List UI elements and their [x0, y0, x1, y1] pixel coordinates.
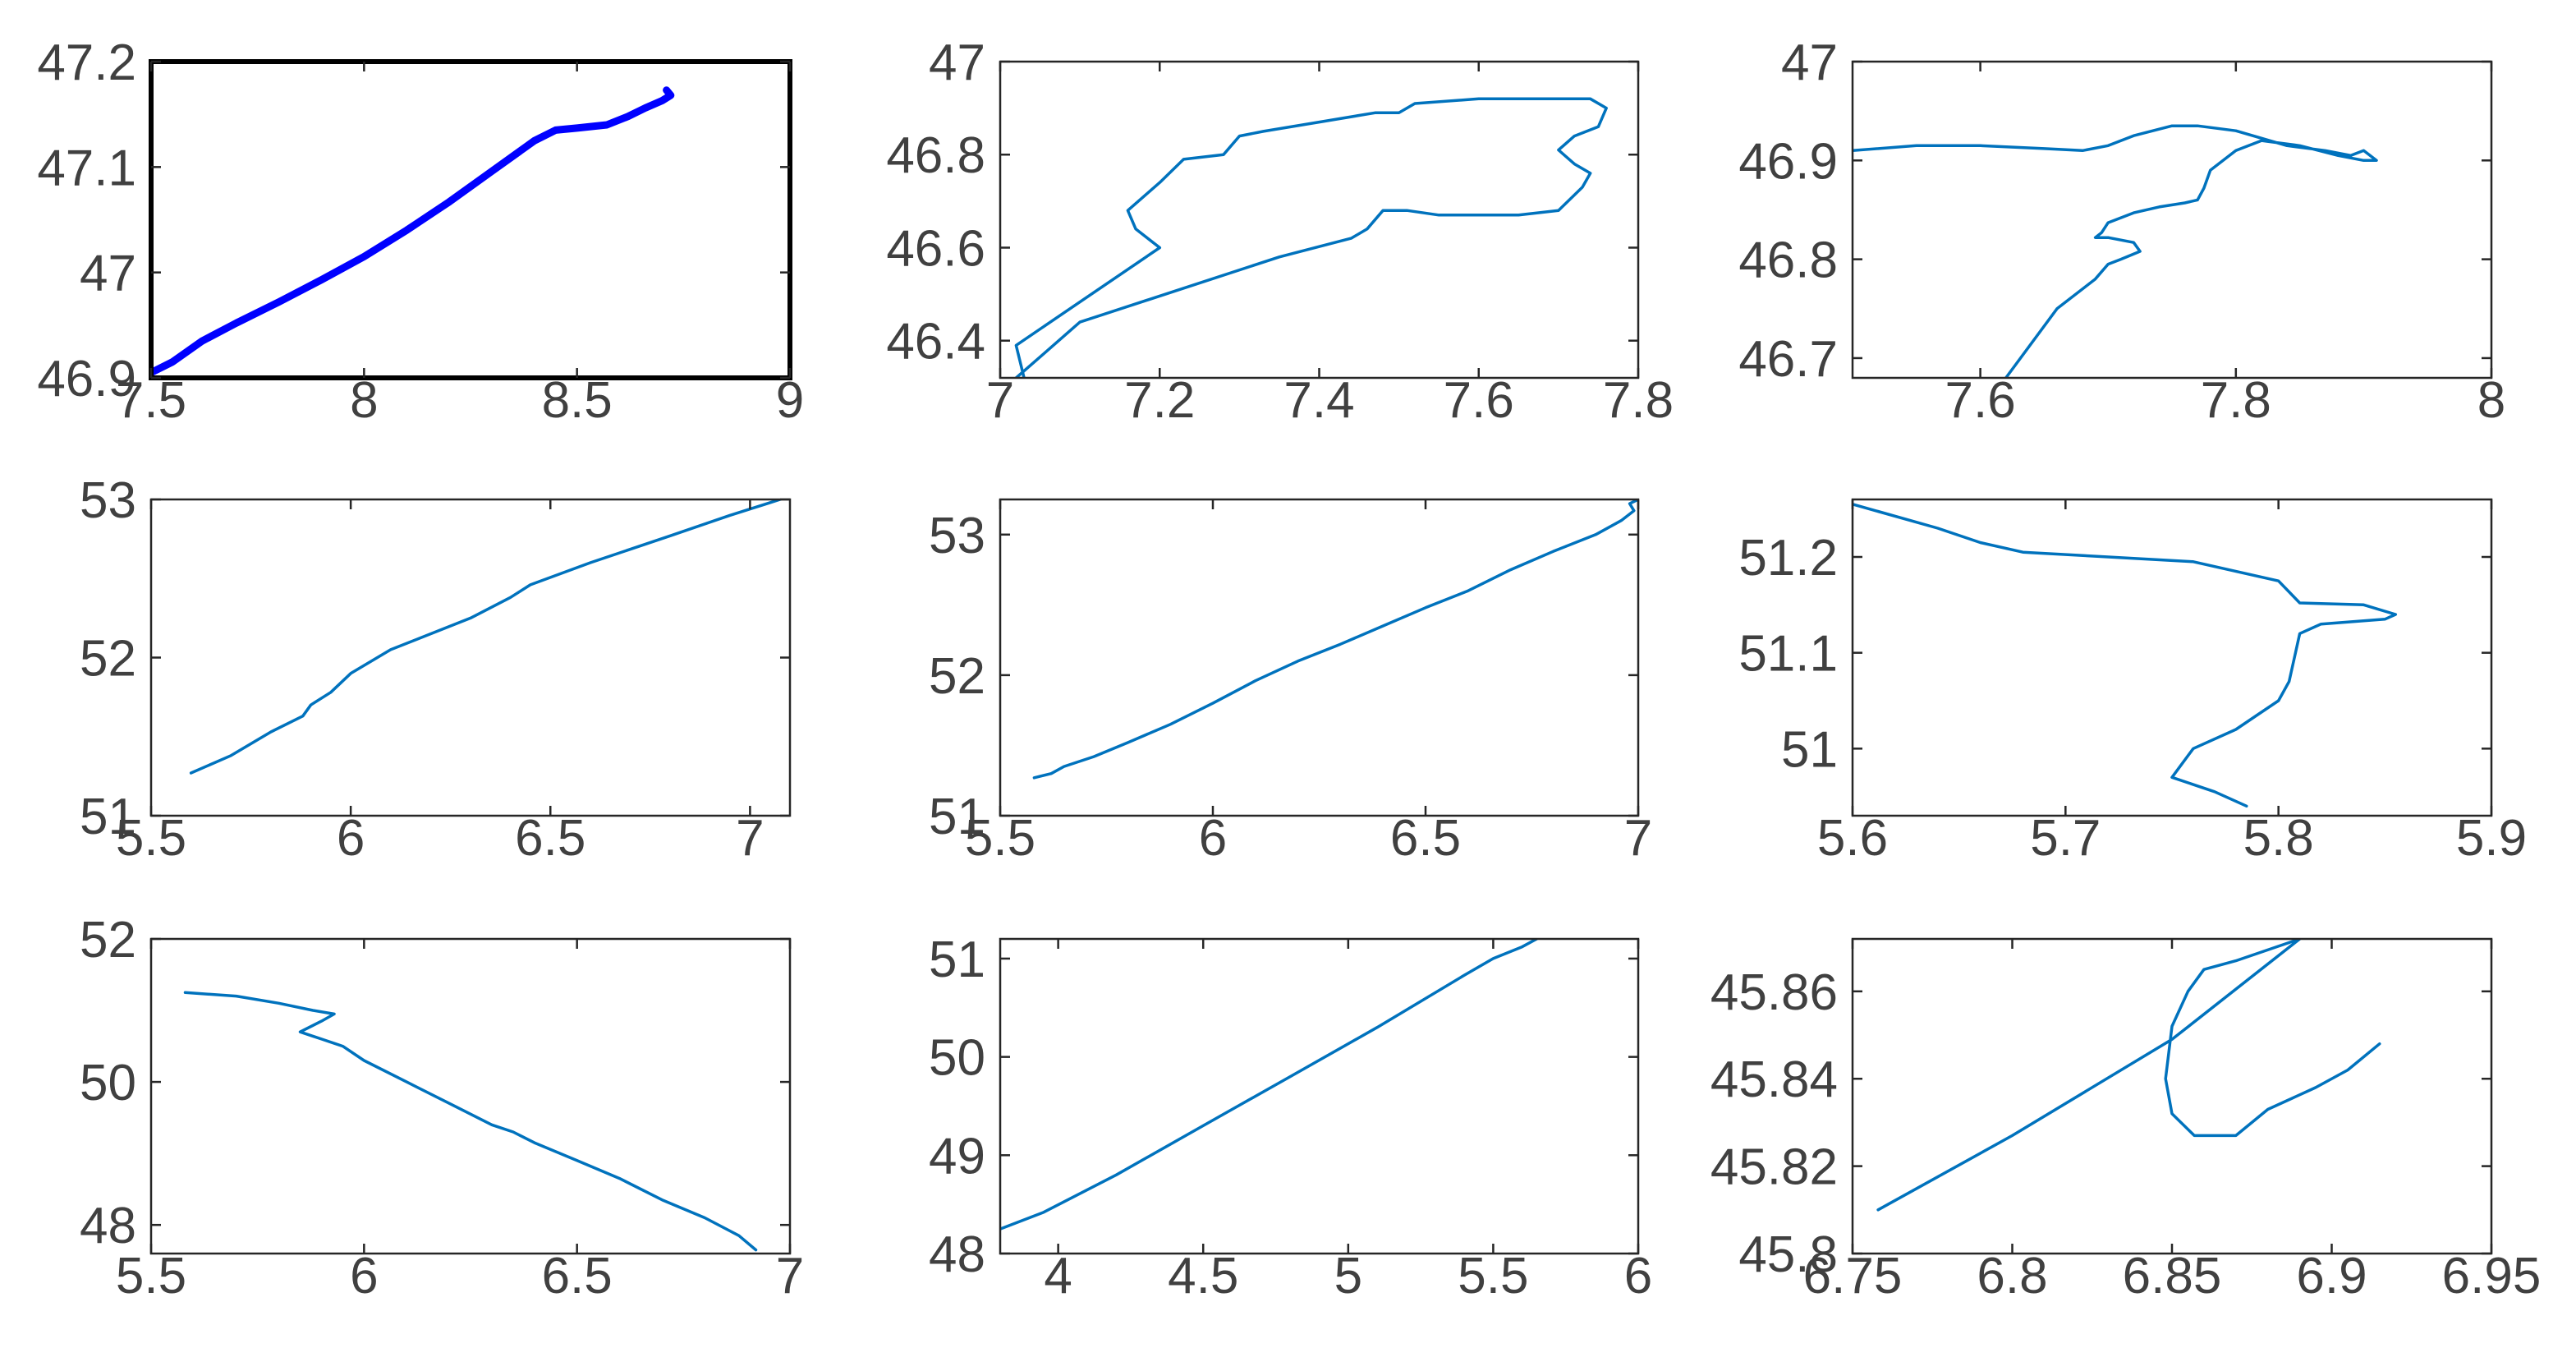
- subplot-8: 4 4.5 5 5.5 6 48 49 50 51: [929, 932, 1652, 1304]
- y-tick-label: 47: [1781, 35, 1838, 91]
- y-tick-label: 51.2: [1738, 530, 1838, 587]
- y-tick-label: 46.7: [1738, 331, 1838, 388]
- y-tick-label: 52: [80, 912, 136, 968]
- series-line-1: [183, 991, 758, 1252]
- subplot-3: 7.6 7.8 8 46.7 46.8 46.9 47: [1738, 35, 2505, 429]
- y-tick-label: 48: [929, 1226, 985, 1283]
- x-tick-label: 6: [1199, 810, 1227, 867]
- x-tick-label: 6: [1624, 1248, 1652, 1304]
- x-tick-label: 6.5: [1390, 810, 1461, 867]
- y-tick-label: 45.82: [1710, 1139, 1838, 1196]
- x-tick-label: 7.5: [116, 372, 186, 429]
- x-tick-label: 7.2: [1124, 372, 1195, 429]
- x-tick-label: 5.9: [2456, 810, 2527, 867]
- x-tick-label: 6.75: [1803, 1248, 1903, 1304]
- y-tick-label: 46.9: [37, 351, 136, 407]
- y-tick-label: 46.6: [886, 220, 985, 277]
- x-tick-label: 5.6: [1817, 810, 1888, 867]
- x-tick-label: 6.95: [2442, 1248, 2542, 1304]
- x-tick-label: 9: [776, 372, 804, 429]
- y-tick-label: 50: [929, 1030, 985, 1087]
- axes-frame: [1851, 60, 2493, 380]
- subplot-1: 7.5 8 8.5 9 46.9 47 47.1 47.2: [37, 35, 804, 429]
- y-tick-label: 45.8: [1738, 1226, 1838, 1283]
- y-tick-label: 51: [80, 789, 136, 845]
- y-tick-label: 46.4: [886, 314, 985, 370]
- x-tick-label: 7.8: [1603, 372, 1674, 429]
- y-tick-label: 46.8: [1738, 232, 1838, 289]
- y-tick-label: 45.86: [1710, 964, 1838, 1021]
- y-tick-label: 46.9: [1738, 133, 1838, 190]
- series-line-1: [1876, 939, 2381, 1212]
- axes-frame: [999, 498, 1640, 817]
- y-tick-label: 47: [929, 35, 985, 91]
- x-tick-label: 8.5: [542, 372, 613, 429]
- axes-frame: [149, 59, 792, 380]
- x-tick-label: 7: [986, 372, 1014, 429]
- x-tick-label: 6.5: [542, 1248, 613, 1304]
- y-tick-label: 48: [80, 1198, 136, 1254]
- y-tick-label: 47.2: [37, 35, 136, 91]
- x-tick-label: 6.9: [2296, 1248, 2367, 1304]
- x-tick-label: 6.85: [2123, 1248, 2222, 1304]
- series-line-1: [1000, 939, 1539, 1231]
- y-tick-label: 46.8: [886, 127, 985, 184]
- y-tick-label: 52: [80, 631, 136, 688]
- x-tick-label: 6: [350, 1248, 378, 1304]
- series-line-1: [1853, 124, 2378, 378]
- subplot-7: 5.5 6 6.5 7 48 50 52: [80, 912, 804, 1304]
- x-tick-label: 7: [776, 1248, 804, 1304]
- y-tick-label: 51.1: [1738, 626, 1838, 683]
- x-tick-label: 6: [337, 810, 365, 867]
- x-tick-label: 7: [736, 810, 764, 867]
- subplot-9: 6.75 6.8 6.85 6.9 6.95 45.8 45.82 45.84 45.86: [1710, 937, 2542, 1304]
- x-tick-label: 5.5: [116, 1248, 186, 1304]
- x-tick-label: 8: [2477, 372, 2505, 429]
- y-tick-label: 51: [1781, 721, 1838, 778]
- axes-frame: [999, 937, 1640, 1255]
- series-line-1: [1853, 503, 2398, 808]
- axes-frame: [149, 937, 792, 1255]
- x-tick-label: 7.4: [1283, 372, 1354, 429]
- x-tick-label: 5.5: [116, 810, 186, 867]
- series-line-1: [151, 86, 675, 377]
- x-tick-label: 4: [1044, 1248, 1072, 1304]
- subplot-2: 7 7.2 7.4 7.6 7.8 46.4 46.6 46.8 47: [886, 35, 1674, 429]
- x-tick-label: 7: [1624, 810, 1652, 867]
- y-tick-label: 47: [80, 246, 136, 302]
- x-tick-label: 5.7: [2030, 810, 2101, 867]
- y-tick-label: 53: [929, 508, 985, 564]
- subplot-5: 5.5 6 6.5 7 51 52 53: [929, 498, 1652, 867]
- x-tick-label: 5.5: [1458, 1248, 1528, 1304]
- axes-frame: [149, 498, 792, 817]
- y-tick-label: 47.1: [37, 140, 136, 196]
- x-tick-label: 6.5: [515, 810, 585, 867]
- y-tick-label: 49: [929, 1128, 985, 1185]
- y-tick-label: 51: [929, 789, 985, 845]
- x-tick-label: 7.6: [1444, 372, 1514, 429]
- axes-frame: [1851, 498, 2493, 817]
- series-line-1: [189, 499, 785, 775]
- x-tick-label: 7.6: [1945, 372, 2015, 429]
- axes-frame: [999, 60, 1640, 380]
- x-tick-label: 7.8: [2201, 372, 2271, 429]
- x-tick-label: 5: [1334, 1248, 1362, 1304]
- y-tick-label: 52: [929, 648, 985, 705]
- series-line-1: [1014, 97, 1608, 378]
- axes-frame: [1851, 937, 2493, 1255]
- series-line-1: [1032, 499, 1638, 780]
- y-tick-label: 50: [80, 1055, 136, 1111]
- y-tick-label: 51: [929, 932, 985, 988]
- subplot-6: 5.6 5.7 5.8 5.9 51 51.1 51.2: [1738, 498, 2527, 867]
- x-tick-label: 6.8: [1977, 1248, 2047, 1304]
- x-tick-label: 8: [350, 372, 378, 429]
- x-tick-label: 5.5: [965, 810, 1035, 867]
- subplot-4: 5.5 6 6.5 7 51 52 53: [80, 472, 792, 867]
- y-tick-label: 45.84: [1710, 1051, 1838, 1108]
- x-tick-label: 5.8: [2243, 810, 2314, 867]
- y-tick-label: 53: [80, 472, 136, 529]
- x-tick-label: 4.5: [1168, 1248, 1238, 1304]
